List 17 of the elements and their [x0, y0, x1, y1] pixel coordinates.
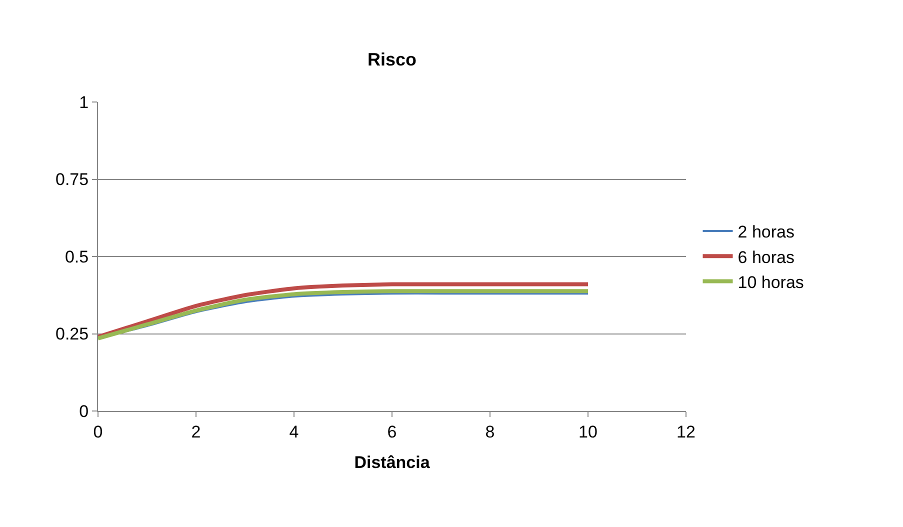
x-tick-label: 8: [485, 422, 495, 442]
y-tick-label: 1: [79, 92, 89, 112]
x-axis-title: Distância: [354, 452, 430, 472]
x-tick-label: 2: [191, 422, 201, 442]
chart-title: Risco: [367, 49, 417, 70]
x-tick-label: 0: [93, 422, 103, 442]
y-tick-label: 0.25: [56, 324, 89, 344]
y-tick-label: 0: [79, 402, 89, 421]
legend-label: 10 horas: [738, 272, 804, 292]
x-tick-label: 10: [578, 422, 598, 442]
x-tick-label: 6: [387, 422, 397, 442]
x-tick-label: 4: [289, 422, 299, 442]
x-tick-label: 12: [676, 422, 696, 442]
legend-label: 6 horas: [738, 248, 794, 267]
y-tick-label: 0.5: [64, 247, 89, 266]
y-tick-label: 0.75: [56, 170, 89, 190]
legend-label: 2 horas: [738, 222, 794, 242]
